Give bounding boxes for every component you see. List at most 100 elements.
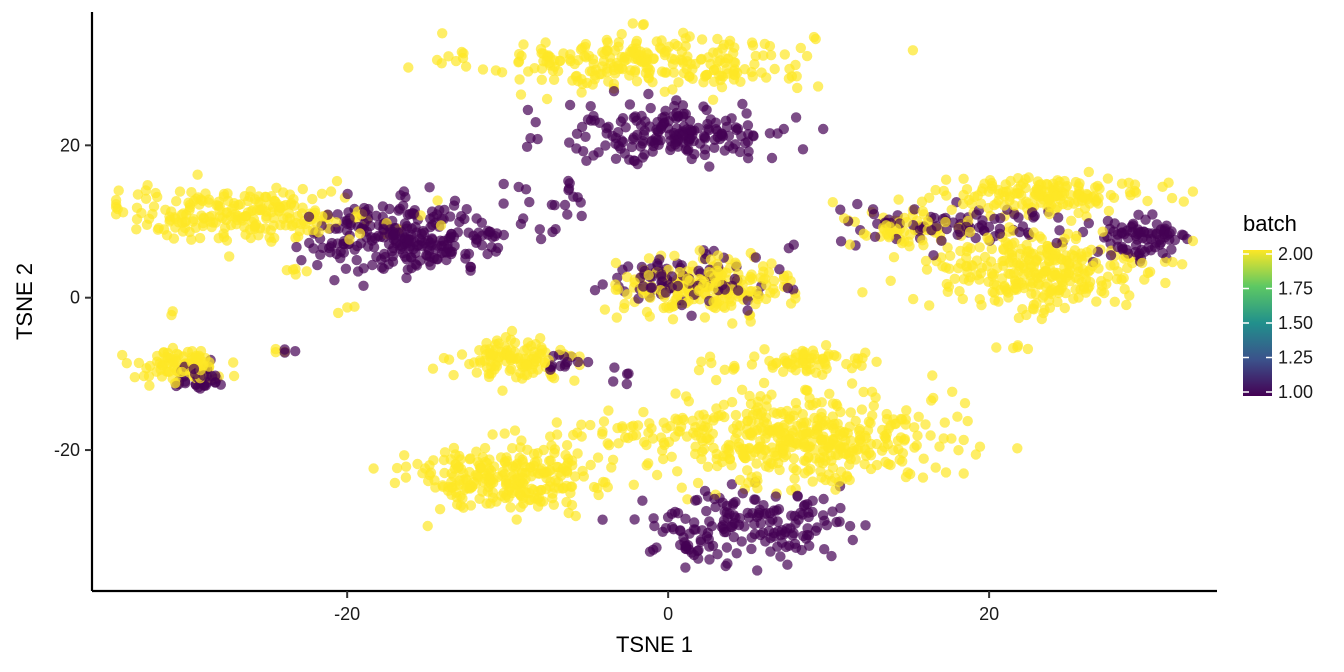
- data-point: [779, 49, 790, 60]
- data-point: [242, 195, 254, 207]
- data-point: [720, 560, 731, 572]
- data-point: [1122, 233, 1134, 244]
- data-point: [478, 477, 489, 488]
- data-point: [1018, 269, 1030, 280]
- data-point: [608, 376, 619, 387]
- data-point: [1054, 225, 1065, 236]
- data-point: [408, 208, 420, 219]
- data-point: [785, 430, 796, 442]
- data-point: [920, 255, 932, 267]
- data-point: [880, 456, 891, 468]
- data-point: [536, 74, 547, 86]
- data-point: [629, 155, 640, 167]
- y-tick-label: 20: [60, 135, 80, 155]
- data-point: [958, 189, 969, 201]
- data-point: [1039, 261, 1051, 272]
- data-point: [1073, 207, 1084, 219]
- data-point: [410, 247, 421, 259]
- data-point: [132, 189, 144, 200]
- data-point: [575, 197, 586, 208]
- data-point: [768, 531, 780, 542]
- data-point: [672, 258, 683, 269]
- data-point: [194, 232, 206, 244]
- data-point: [847, 445, 858, 457]
- data-point: [835, 236, 847, 247]
- data-point: [531, 356, 542, 367]
- data-point: [727, 318, 738, 329]
- data-point: [752, 396, 763, 407]
- data-point: [885, 275, 896, 286]
- y-tick-label: -20: [54, 440, 80, 460]
- data-point: [728, 48, 739, 59]
- data-point: [942, 286, 953, 297]
- data-point: [742, 120, 754, 131]
- data-point: [754, 504, 765, 515]
- data-point: [571, 143, 582, 154]
- data-point: [786, 441, 798, 453]
- data-point: [196, 210, 207, 221]
- data-point: [719, 364, 730, 375]
- data-point: [1118, 272, 1129, 284]
- data-point: [521, 360, 532, 371]
- data-point: [450, 55, 462, 67]
- data-point: [554, 467, 565, 478]
- data-point: [667, 84, 678, 95]
- data-point: [745, 316, 756, 327]
- data-point: [856, 360, 867, 371]
- data-point: [791, 465, 802, 476]
- data-point: [621, 378, 632, 390]
- data-point: [110, 202, 122, 213]
- data-point: [974, 242, 985, 253]
- data-point: [551, 429, 563, 440]
- data-point: [909, 204, 920, 215]
- data-point: [330, 223, 341, 234]
- data-point: [737, 488, 748, 499]
- data-point: [1006, 249, 1017, 261]
- data-point: [592, 452, 604, 463]
- data-point: [561, 440, 573, 451]
- data-point: [682, 273, 693, 284]
- data-point: [555, 360, 566, 372]
- data-point: [912, 430, 923, 441]
- data-point: [656, 121, 667, 132]
- data-point: [623, 432, 634, 444]
- data-point: [713, 267, 724, 278]
- data-point: [1001, 285, 1012, 296]
- data-point: [821, 520, 833, 531]
- data-point: [311, 217, 322, 228]
- data-point: [141, 219, 153, 230]
- data-point: [696, 453, 707, 465]
- data-point: [757, 426, 769, 437]
- data-point: [1022, 343, 1034, 355]
- data-point: [228, 198, 240, 209]
- data-point: [358, 263, 369, 274]
- data-point: [916, 196, 928, 207]
- data-point: [682, 51, 693, 62]
- data-point: [696, 356, 707, 367]
- data-point: [766, 442, 778, 453]
- data-point: [619, 148, 630, 159]
- data-point: [1009, 200, 1020, 211]
- data-point: [755, 409, 767, 421]
- data-point: [895, 413, 907, 425]
- data-point: [800, 533, 812, 544]
- data-point: [342, 188, 353, 200]
- data-point: [1129, 179, 1141, 190]
- data-point: [1084, 281, 1095, 292]
- data-point: [830, 484, 841, 495]
- data-point: [536, 485, 547, 496]
- data-point: [944, 263, 955, 274]
- data-point: [765, 50, 777, 61]
- data-point: [710, 501, 721, 513]
- data-point: [1028, 212, 1039, 223]
- data-point: [799, 455, 810, 466]
- data-point: [136, 207, 147, 219]
- data-point: [667, 301, 678, 312]
- data-point: [856, 404, 868, 415]
- data-point: [279, 344, 290, 355]
- data-point: [744, 390, 755, 402]
- data-point: [1108, 192, 1120, 203]
- data-point: [970, 449, 982, 460]
- y-tick-label: 0: [70, 288, 80, 308]
- data-point: [767, 514, 778, 525]
